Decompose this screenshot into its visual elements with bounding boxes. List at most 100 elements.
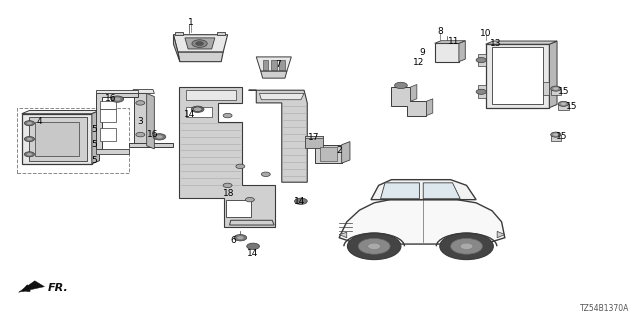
Polygon shape [217,32,225,35]
Polygon shape [186,90,236,100]
Bar [279,60,285,70]
Polygon shape [492,47,543,105]
Text: 15: 15 [566,101,577,111]
Circle shape [550,86,561,91]
Circle shape [553,133,558,136]
Polygon shape [96,93,138,149]
Text: 5: 5 [91,125,97,134]
Circle shape [24,152,35,157]
Circle shape [156,135,163,139]
Polygon shape [175,32,183,35]
Circle shape [246,243,259,250]
Text: 3: 3 [138,117,143,126]
Circle shape [558,101,568,106]
Circle shape [368,243,381,250]
Text: 15: 15 [556,132,568,141]
Polygon shape [259,93,304,100]
Circle shape [136,101,145,105]
Text: 9: 9 [419,48,425,57]
Text: 8: 8 [437,27,443,36]
Circle shape [234,235,246,241]
Polygon shape [256,57,291,71]
Polygon shape [486,41,557,44]
Text: 5: 5 [91,140,97,149]
Circle shape [27,138,32,140]
Circle shape [440,233,493,260]
Polygon shape [371,180,476,200]
Circle shape [261,172,270,177]
Polygon shape [392,87,426,116]
Bar [100,128,116,141]
Polygon shape [558,104,568,110]
Circle shape [192,40,207,47]
Circle shape [27,153,32,156]
Bar [271,60,276,70]
Circle shape [136,132,145,137]
Polygon shape [339,200,505,244]
Circle shape [223,183,232,188]
Polygon shape [185,38,215,49]
Polygon shape [186,107,212,117]
Circle shape [24,121,35,126]
Polygon shape [410,84,417,101]
Text: 12: 12 [413,58,424,67]
Bar [262,60,268,70]
Circle shape [196,42,204,45]
Circle shape [237,236,244,239]
Circle shape [451,238,483,254]
Circle shape [561,103,566,105]
Circle shape [348,233,401,260]
Text: 10: 10 [480,28,492,38]
Polygon shape [230,220,274,225]
Text: 14: 14 [184,109,195,118]
Polygon shape [435,41,465,43]
Polygon shape [173,35,180,62]
Text: FR.: FR. [47,284,68,293]
Polygon shape [550,89,561,95]
Text: 11: 11 [448,36,460,45]
Polygon shape [147,93,154,149]
Polygon shape [305,136,323,148]
Text: 18: 18 [223,189,235,198]
Polygon shape [497,231,505,238]
Polygon shape [96,149,129,154]
Polygon shape [132,90,154,93]
Polygon shape [22,114,92,164]
Text: TZ54B1370A: TZ54B1370A [580,304,629,313]
Circle shape [195,108,201,111]
Circle shape [223,113,232,118]
Text: 5: 5 [91,156,97,164]
Polygon shape [478,54,486,67]
Circle shape [394,82,407,89]
Circle shape [236,164,245,169]
Text: 16: 16 [105,94,116,103]
Circle shape [114,98,120,101]
Polygon shape [134,93,147,146]
Bar [226,200,251,217]
Circle shape [476,58,486,63]
Polygon shape [129,142,173,147]
Text: 6: 6 [230,236,236,245]
Polygon shape [459,41,465,62]
Polygon shape [260,71,287,78]
Circle shape [553,87,558,90]
Polygon shape [315,145,342,163]
Bar [435,43,459,62]
Circle shape [153,134,166,140]
Circle shape [460,243,473,250]
Circle shape [246,197,254,202]
Text: 14: 14 [248,249,259,258]
Circle shape [294,198,307,204]
Polygon shape [29,117,87,161]
Polygon shape [22,110,100,114]
Text: 1: 1 [188,18,194,27]
Circle shape [111,96,124,102]
Polygon shape [248,90,307,182]
Circle shape [476,89,486,94]
Text: 16: 16 [147,130,159,139]
Circle shape [27,122,32,124]
Text: 14: 14 [294,197,305,206]
Bar [100,109,116,122]
Circle shape [193,107,202,111]
Polygon shape [92,110,100,164]
